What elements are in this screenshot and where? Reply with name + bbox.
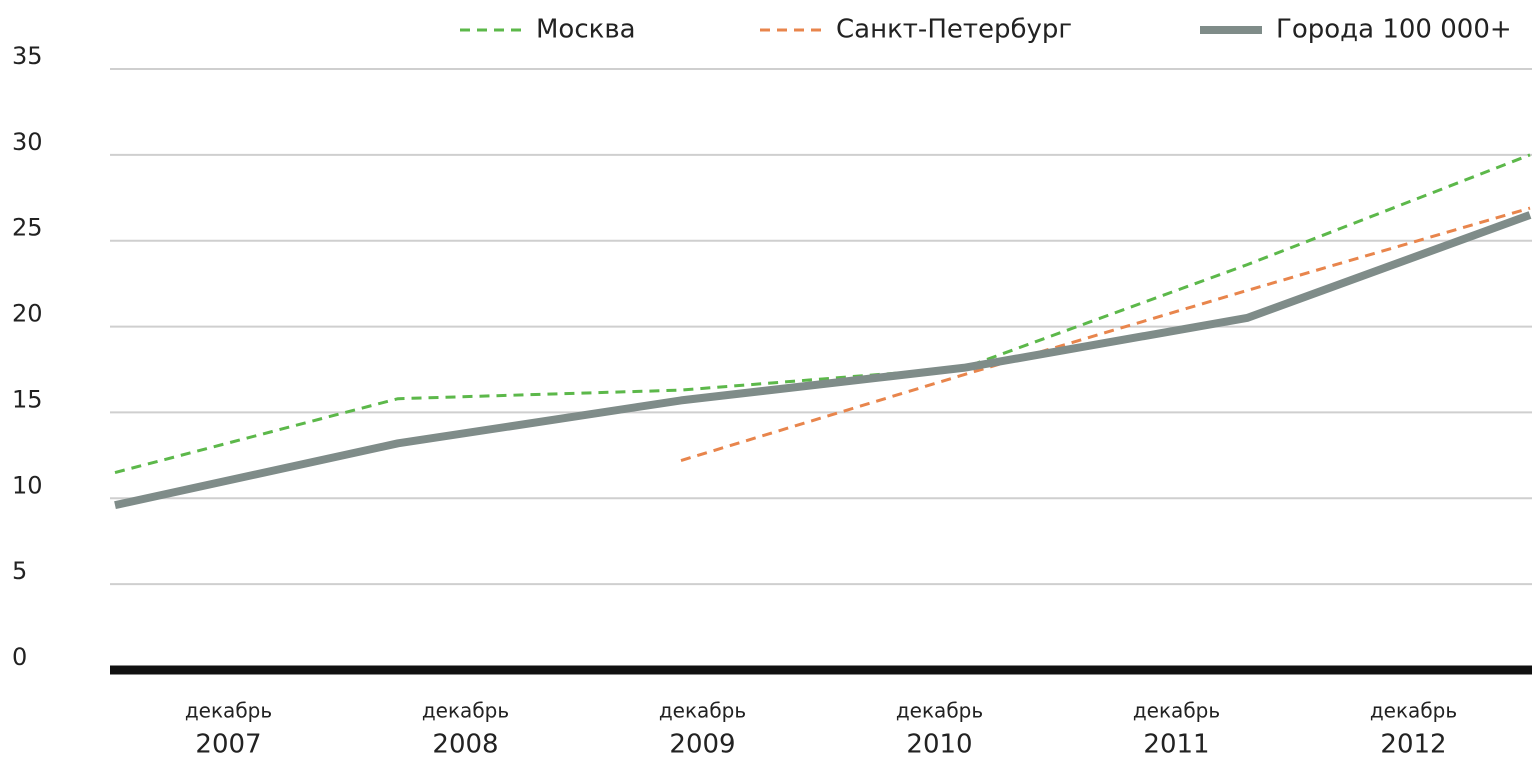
legend-label: Санкт-Петербург: [836, 15, 1072, 45]
series-line: [114, 211, 1532, 510]
y-tick-label: 20: [12, 300, 43, 328]
x-tick-label: 2012: [1380, 730, 1446, 760]
x-tick-label: декабрь: [1370, 699, 1457, 723]
x-tick-label: декабрь: [1133, 699, 1220, 723]
x-tick-label: декабрь: [659, 699, 746, 723]
x-tick-label: 2009: [669, 730, 735, 760]
x-tick-label: 2010: [906, 730, 972, 760]
series-line: [680, 206, 1531, 462]
x-tick-label: декабрь: [422, 699, 509, 723]
x-tick-label: 2008: [432, 730, 498, 760]
y-tick-label: 25: [12, 214, 43, 242]
series-line: [114, 153, 1531, 474]
y-tick-label: 15: [12, 385, 43, 413]
x-tick-label: декабрь: [896, 699, 983, 723]
y-tick-label: 30: [12, 128, 43, 156]
legend-label: Города 100 000+: [1276, 15, 1512, 45]
y-tick-label: 0: [12, 643, 27, 671]
legend-label: Москва: [536, 15, 636, 45]
x-tick-label: 2011: [1143, 730, 1209, 760]
x-tick-label: 2007: [195, 730, 261, 760]
y-tick-label: 35: [12, 42, 43, 70]
y-tick-label: 5: [12, 557, 27, 585]
y-tick-label: 10: [12, 471, 43, 499]
x-tick-label: декабрь: [185, 699, 272, 723]
